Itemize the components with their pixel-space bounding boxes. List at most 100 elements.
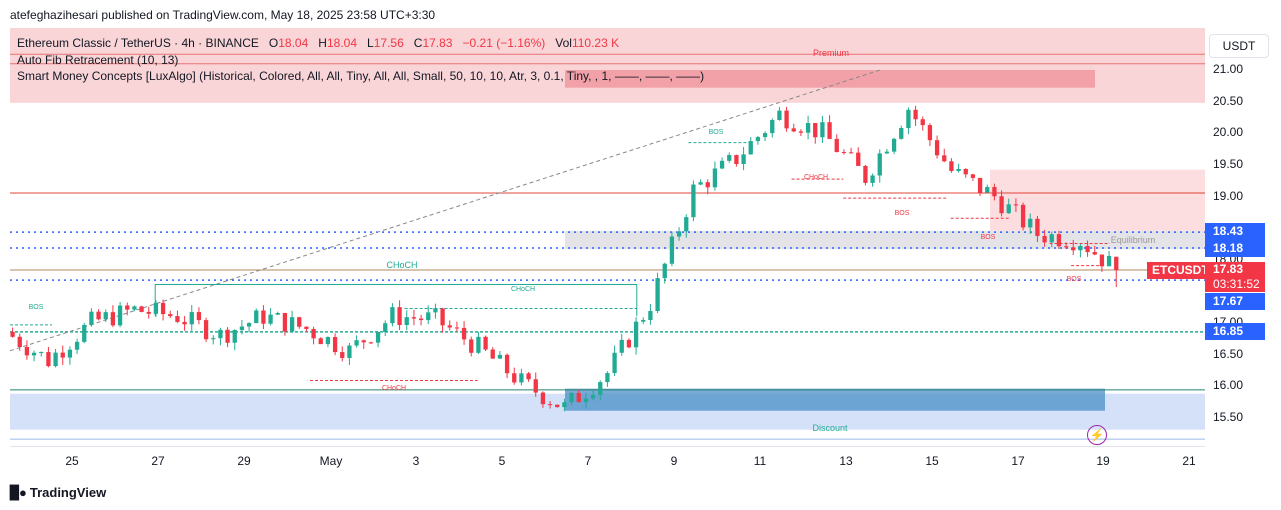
- candle-body: [676, 231, 682, 237]
- level-tag-1767[interactable]: 17.67: [1205, 293, 1265, 310]
- level-tag-1685[interactable]: 16.85: [1205, 323, 1265, 340]
- bos-label: BOS: [981, 234, 996, 241]
- candle-body: [332, 337, 338, 353]
- price-tick: 21.00: [1213, 62, 1244, 76]
- candle-body: [103, 312, 108, 320]
- candle-body: [268, 314, 273, 324]
- legend-h-label: H: [318, 36, 327, 50]
- candle-body: [734, 155, 739, 164]
- candle-body: [31, 352, 37, 356]
- candle-body: [741, 154, 746, 164]
- time-tick: 21: [1182, 454, 1196, 468]
- candle-body: [798, 131, 804, 133]
- candle-body: [53, 352, 58, 367]
- time-tick: 13: [839, 454, 853, 468]
- candle-body: [433, 308, 438, 313]
- candle-body: [60, 352, 65, 358]
- lightning-icon[interactable]: ⚡: [1087, 425, 1107, 445]
- legend-volume: 110.23 K: [571, 36, 620, 50]
- legend-indicator-smc[interactable]: Smart Money Concepts [LuxAlgo] (Historic…: [17, 69, 705, 83]
- candle-body: [404, 317, 409, 326]
- candle-body: [1049, 234, 1054, 243]
- candle-body: [899, 127, 904, 139]
- candle-body: [246, 323, 252, 327]
- brand-name: TradingView: [29, 485, 107, 500]
- candle-body: [691, 184, 696, 218]
- legend-symbol-row[interactable]: Ethereum Classic / TetherUS · 4h · BINAN…: [17, 35, 704, 52]
- candle-body: [132, 306, 137, 310]
- candle-body: [583, 398, 589, 403]
- candle-body: [117, 305, 123, 326]
- price-tick: 20.00: [1213, 125, 1244, 139]
- candle-body: [633, 321, 639, 348]
- candle-body: [10, 331, 15, 337]
- candle-body: [74, 341, 80, 350]
- candle-body: [569, 392, 574, 403]
- candle-body: [1092, 252, 1097, 255]
- candle-body: [748, 141, 753, 155]
- candle-body: [1028, 218, 1033, 228]
- candle-body: [927, 125, 933, 141]
- candle-body: [870, 175, 875, 183]
- level-tag-1818[interactable]: 18.18: [1205, 240, 1265, 257]
- publisher-line: atefeghazihesari published on TradingVie…: [10, 8, 436, 22]
- time-tick: 29: [237, 454, 251, 468]
- candle-body: [239, 326, 245, 331]
- price-tick: 20.50: [1213, 94, 1244, 108]
- candle-body: [418, 318, 424, 321]
- candle-body: [490, 349, 495, 359]
- symbol-price-tag[interactable]: ETCUSDT: [1147, 262, 1214, 279]
- candle-body: [891, 138, 897, 152]
- candle-body: [189, 312, 194, 325]
- legend-change: −0.21 (−1.16%): [462, 36, 546, 50]
- candle-body: [347, 345, 352, 358]
- candle-body: [1035, 218, 1040, 236]
- level-tag-1843[interactable]: 18.43: [1205, 223, 1265, 240]
- candle-body: [791, 128, 796, 132]
- candle-body: [519, 373, 524, 383]
- last-price-tag[interactable]: 17.83 03:31:52: [1205, 262, 1265, 292]
- choch-label: CHoCH: [386, 260, 417, 270]
- legend-indicator-fib[interactable]: Auto Fib Retracement (10, 13): [17, 52, 179, 67]
- candle-body: [96, 311, 101, 320]
- candle-body: [648, 310, 653, 320]
- candle-body: [727, 155, 732, 161]
- candle-body: [447, 325, 452, 328]
- candle-body: [662, 263, 667, 279]
- candle-body: [877, 153, 882, 176]
- candle-body: [956, 168, 961, 172]
- candle-body: [139, 306, 144, 312]
- candle-body: [992, 187, 997, 197]
- choch-line: [154, 284, 638, 317]
- candle-body: [1099, 254, 1105, 267]
- candle-body: [82, 324, 87, 342]
- candle-body: [182, 321, 187, 325]
- chart-canvas[interactable]: Premium Discount Equilibrium CHoCH CHoCH CHoC…: [10, 28, 1205, 446]
- time-axis[interactable]: [10, 446, 1205, 475]
- candle-body: [719, 160, 725, 169]
- candle-body: [289, 317, 295, 332]
- candle-body: [906, 109, 911, 128]
- equilibrium-label: Equilibrium: [1111, 235, 1156, 245]
- time-tick: 11: [753, 454, 767, 468]
- candle-body: [1106, 255, 1112, 267]
- chart-pane[interactable]: Premium Discount Equilibrium CHoCH CHoCH CHoC…: [10, 28, 1205, 446]
- candle-body: [555, 404, 560, 408]
- candle-body: [1063, 246, 1069, 248]
- legend-c-label: C: [413, 36, 423, 50]
- candle-body: [218, 329, 223, 339]
- time-tick: 5: [498, 454, 506, 468]
- candle-body: [175, 316, 180, 322]
- candle-body: [805, 123, 811, 133]
- currency-unit-button[interactable]: USDT: [1209, 34, 1269, 58]
- candle-body: [1114, 256, 1119, 271]
- candle-body: [698, 182, 703, 185]
- tradingview-logo[interactable]: ▉● TradingView: [10, 485, 106, 501]
- candle-body: [440, 308, 445, 326]
- candle-body: [110, 312, 116, 326]
- candle-body: [275, 312, 280, 315]
- candle-body: [361, 340, 366, 343]
- chart-legend: Ethereum Classic / TetherUS · 4h · BINAN…: [17, 35, 704, 85]
- candle-body: [196, 312, 202, 321]
- candle-body: [884, 151, 890, 154]
